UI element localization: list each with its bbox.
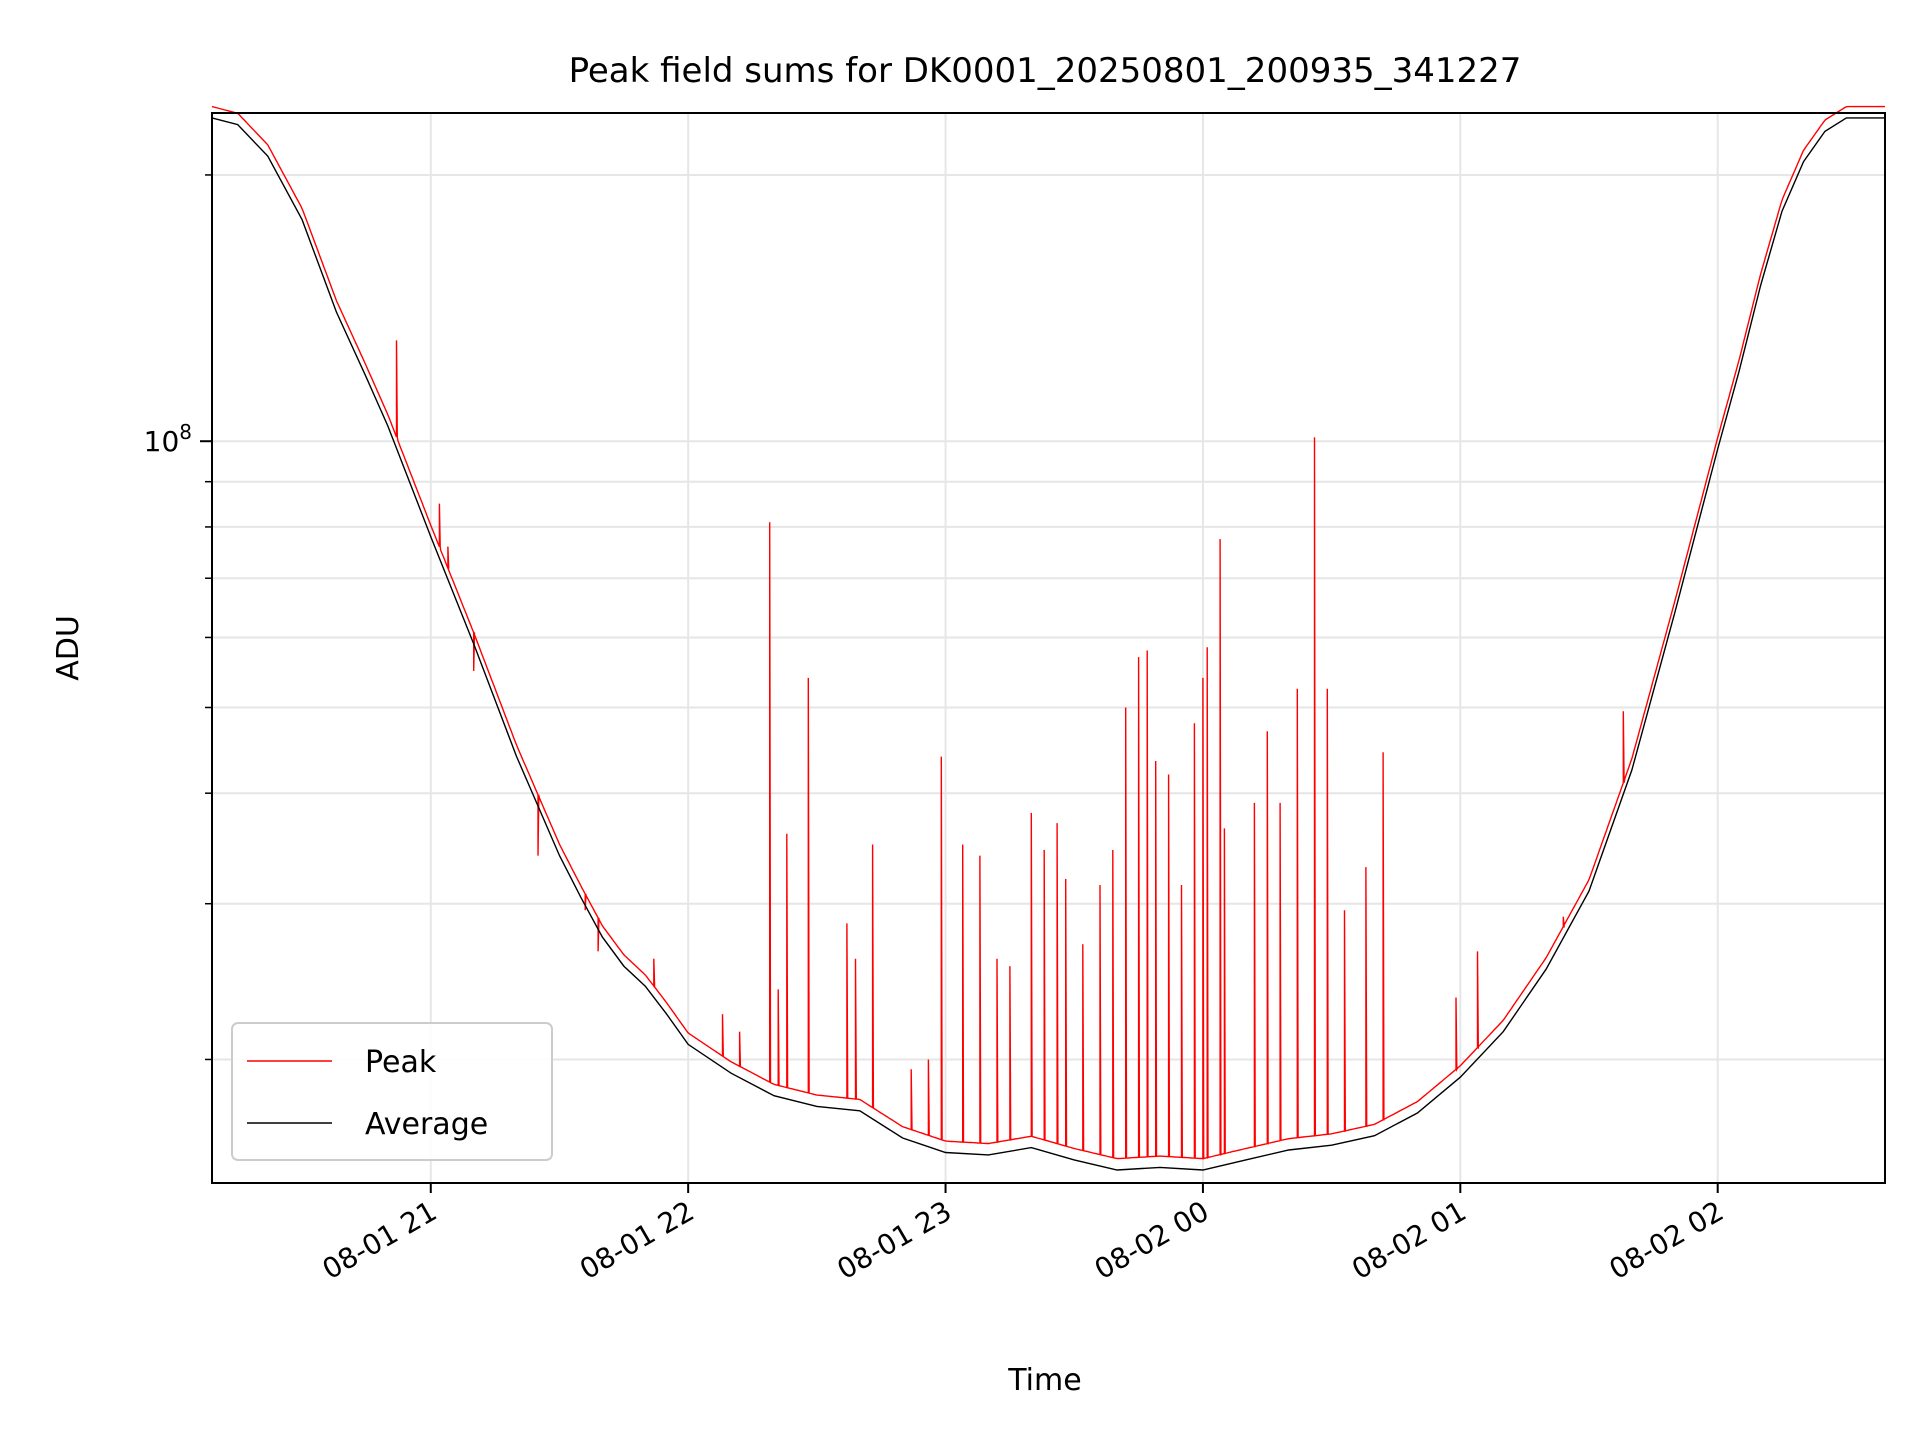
legend-box	[231, 1022, 553, 1161]
chart-title: Peak field sums for DK0001_20250801_2009…	[569, 51, 1522, 91]
legend-label-peak: Peak	[365, 1045, 437, 1080]
legend-label-average: Average	[365, 1107, 488, 1142]
legend: Peak Average	[231, 1022, 553, 1161]
peak-series-line	[211, 105, 1885, 1160]
average-series-line	[211, 117, 1885, 1171]
x-axis-label: Time	[1007, 1363, 1081, 1398]
y-tick-label: 108	[144, 420, 192, 458]
series-group	[211, 105, 1885, 1171]
grid	[212, 113, 1885, 1183]
y-axis-label: ADU	[51, 615, 86, 681]
plot-frame	[211, 112, 1886, 1184]
